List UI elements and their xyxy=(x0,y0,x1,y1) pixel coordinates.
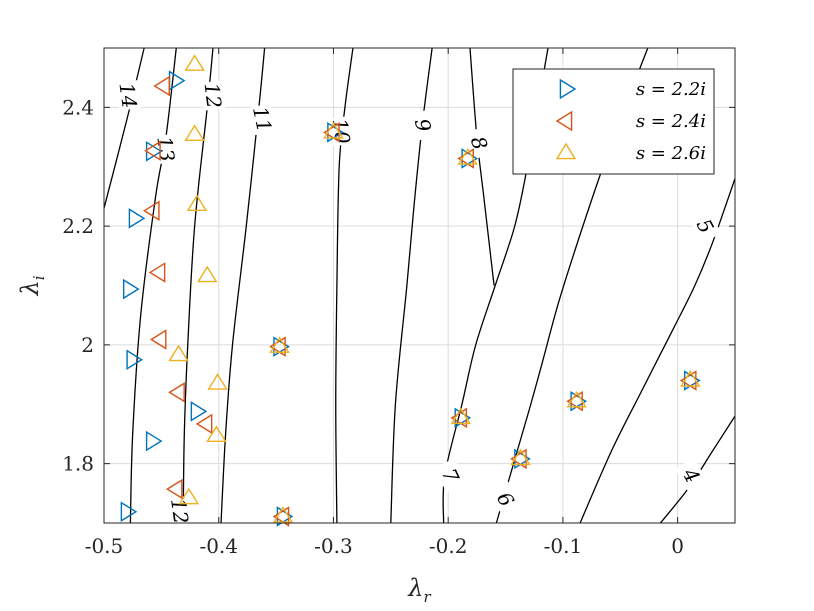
y-axis-label: λi xyxy=(16,275,48,296)
contour-line-12 xyxy=(182,47,214,524)
marker-series-2 xyxy=(149,329,167,350)
marker-series-1 xyxy=(126,349,144,370)
y-tick-label: 2 xyxy=(81,333,94,357)
y-tick-label: 1.8 xyxy=(62,452,94,476)
marker-series-2 xyxy=(165,478,183,500)
legend-marker xyxy=(555,142,577,160)
marker-series-1 xyxy=(128,208,146,229)
x-tick-label: -0.4 xyxy=(199,534,238,558)
x-tick-label: -0.5 xyxy=(85,534,124,558)
y-tick-label: 2.4 xyxy=(62,95,94,119)
contour-label: 12 xyxy=(200,81,227,109)
contour-label: 12 xyxy=(166,497,193,526)
marker-series-3 xyxy=(186,194,208,212)
contour-label-bg xyxy=(115,80,141,111)
contour-line-10 xyxy=(335,47,354,524)
x-tick-label: -0.1 xyxy=(544,534,583,558)
plot-frame xyxy=(103,47,736,524)
marker-series-1 xyxy=(120,501,138,522)
contour-line-8 xyxy=(469,47,495,286)
marker-series-3 xyxy=(450,407,472,425)
marker-series-3 xyxy=(680,370,701,387)
x-tick-label: 0 xyxy=(671,534,684,558)
marker-series-3 xyxy=(184,54,205,71)
marker-series-3 xyxy=(197,265,218,283)
contour-line-14 xyxy=(103,47,145,209)
contour-label: 11 xyxy=(248,104,277,134)
marker-series-1 xyxy=(122,278,140,300)
contour-label-bg xyxy=(489,481,523,517)
marker-series-3 xyxy=(207,373,228,390)
contour-line-13 xyxy=(129,47,177,524)
marker-series-1 xyxy=(190,401,208,422)
x-axis-label: λr xyxy=(407,574,431,606)
contour-label-bg xyxy=(200,80,226,111)
contour-label-bg xyxy=(248,103,276,136)
contour-label-bg xyxy=(434,458,467,493)
marker-series-3 xyxy=(168,344,189,362)
contour-label-bg xyxy=(409,109,437,142)
marker-series-3 xyxy=(269,336,290,353)
axis-ticks: -0.5 -0.4 -0.3 -0.2 -0.1 0 1.8 2 2.2 2.4 xyxy=(62,48,735,558)
marker-series-2 xyxy=(144,140,161,161)
marker-series-2 xyxy=(168,382,185,403)
marker-series-2 xyxy=(153,75,170,97)
contour-line-5 xyxy=(579,178,736,524)
marker-series-3 xyxy=(178,487,200,505)
contour-line-4 xyxy=(659,415,736,524)
marker-series-3 xyxy=(566,390,587,408)
y-tick-label: 2.2 xyxy=(62,214,94,238)
contour-label-bg xyxy=(464,126,494,160)
contour-label-bg xyxy=(688,208,722,244)
marker-series-2 xyxy=(148,262,166,283)
data-markers xyxy=(120,54,701,527)
x-tick-label: -0.2 xyxy=(429,534,468,558)
legend-marker xyxy=(559,78,577,100)
marker-series-3 xyxy=(323,121,344,139)
contour-label: 14 xyxy=(114,81,141,110)
legend-label: s = 2.2i xyxy=(636,79,706,100)
contour-label: 9 xyxy=(410,116,436,134)
marker-series-3 xyxy=(510,448,531,466)
legend-label: s = 2.6i xyxy=(636,143,706,164)
marker-series-3 xyxy=(272,506,294,523)
legend-label: s = 2.4i xyxy=(636,111,706,132)
x-tick-label: -0.3 xyxy=(314,534,353,558)
marker-series-1 xyxy=(145,430,163,452)
marker-series-3 xyxy=(457,148,478,165)
marker-series-2 xyxy=(143,200,160,221)
marker-series-3 xyxy=(206,425,227,442)
legend: s = 2.2i s = 2.4i s = 2.6i xyxy=(512,68,715,175)
legend-marker xyxy=(555,110,573,132)
legend-box xyxy=(512,68,715,175)
marker-series-2 xyxy=(195,413,213,435)
marker-series-3 xyxy=(184,124,205,141)
contour-label-bg xyxy=(674,457,708,494)
